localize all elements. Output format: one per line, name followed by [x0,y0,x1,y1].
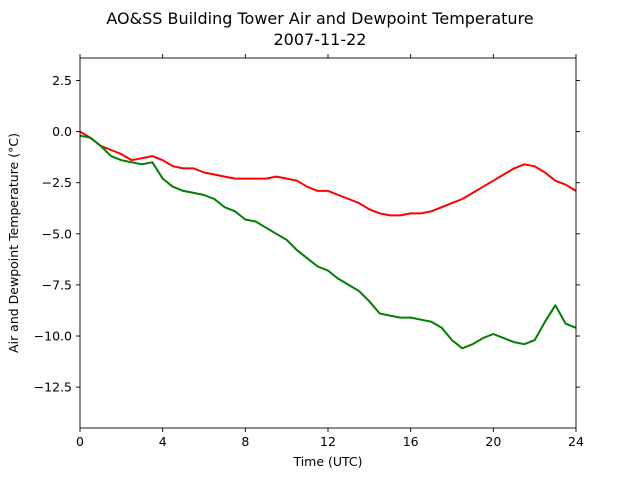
y-axis-label: Air and Dewpoint Temperature (°C) [6,133,21,353]
plot-frame [79,57,577,429]
y-tick-label-0: 2.5 [52,73,72,88]
y-tick-label-2: −2.5 [42,175,72,190]
chart-title: AO&SS Building Tower Air and Dewpoint Te… [106,9,533,28]
series-0-line [79,130,577,217]
chart-subtitle: 2007-11-22 [274,30,367,49]
y-tick-label-3: −5.0 [42,226,72,241]
y-tick-label-6: −12.5 [34,380,72,395]
y-tick-label-1: 0.0 [52,124,72,139]
x-tick-label-6: 24 [568,434,584,449]
x-axis: 0 4 8 12 16 20 24 [76,54,584,449]
x-tick-label-4: 16 [403,434,419,449]
x-tick-label-0: 0 [76,434,84,449]
series-layer [79,130,577,350]
x-tick-label-2: 8 [241,434,249,449]
y-axis: 2.5 0.0 −2.5 −5.0 −7.5 −10.0 −12.5 [34,73,580,395]
y-tick-label-5: −10.0 [34,329,72,344]
series-1-line [79,134,577,350]
x-axis-label: Time (UTC) [292,454,362,469]
x-tick-label-3: 12 [320,434,336,449]
x-tick-label-5: 20 [485,434,501,449]
y-tick-label-4: −7.5 [42,277,72,292]
x-tick-label-1: 4 [159,434,167,449]
